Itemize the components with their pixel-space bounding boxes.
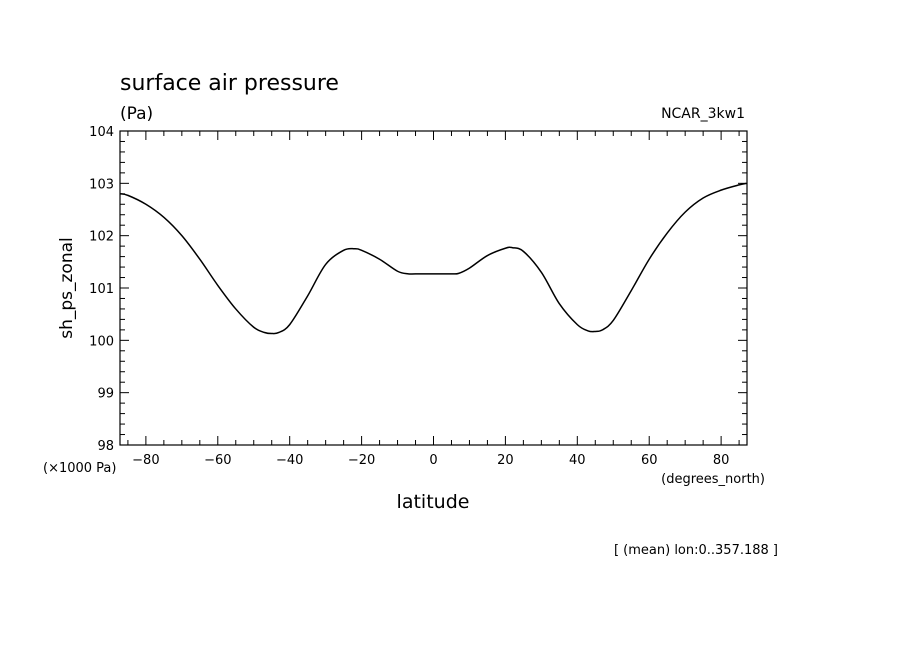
y-tick-label: 100 [89, 334, 114, 349]
x-tick-label: 20 [497, 453, 514, 468]
x-tick-label: −20 [348, 453, 375, 468]
chart-units-label: (Pa) [120, 104, 153, 124]
y-tick-label: 101 [89, 282, 114, 297]
y-axis-label: sh_ps_zonal [57, 237, 77, 339]
y-tick-label: 104 [89, 125, 114, 140]
x-axis-tick-labels: −80 −60 −40 −20 0 20 40 60 80 [132, 453, 729, 468]
x-tick-label: 0 [429, 453, 437, 468]
y-tick-label: 103 [89, 177, 114, 192]
plot-area-frame [119, 130, 748, 446]
y-scale-label: (×1000 Pa) [43, 461, 116, 476]
x-tick-label: −60 [204, 453, 231, 468]
x-axis-label: latitude [397, 491, 470, 513]
y-tick-label: 98 [97, 439, 114, 454]
x-tick-label: −80 [132, 453, 159, 468]
footnote: [ (mean) lon:0..357.188 ] [614, 543, 778, 558]
chart-title: surface air pressure [120, 71, 339, 96]
x-tick-label: 40 [569, 453, 586, 468]
x-units-label: (degrees_north) [661, 472, 765, 487]
x-axis-ticks [127, 131, 740, 445]
x-tick-label: −40 [276, 453, 303, 468]
y-tick-label: 99 [97, 387, 114, 402]
series-line [119, 182, 748, 335]
dataset-label: NCAR_3kw1 [661, 106, 745, 122]
x-tick-label: 60 [641, 453, 658, 468]
y-axis-ticks [120, 130, 747, 446]
y-tick-label: 102 [89, 230, 114, 245]
y-axis-tick-labels: 98 99 100 101 102 103 104 [89, 125, 114, 454]
x-tick-label: 80 [713, 453, 730, 468]
